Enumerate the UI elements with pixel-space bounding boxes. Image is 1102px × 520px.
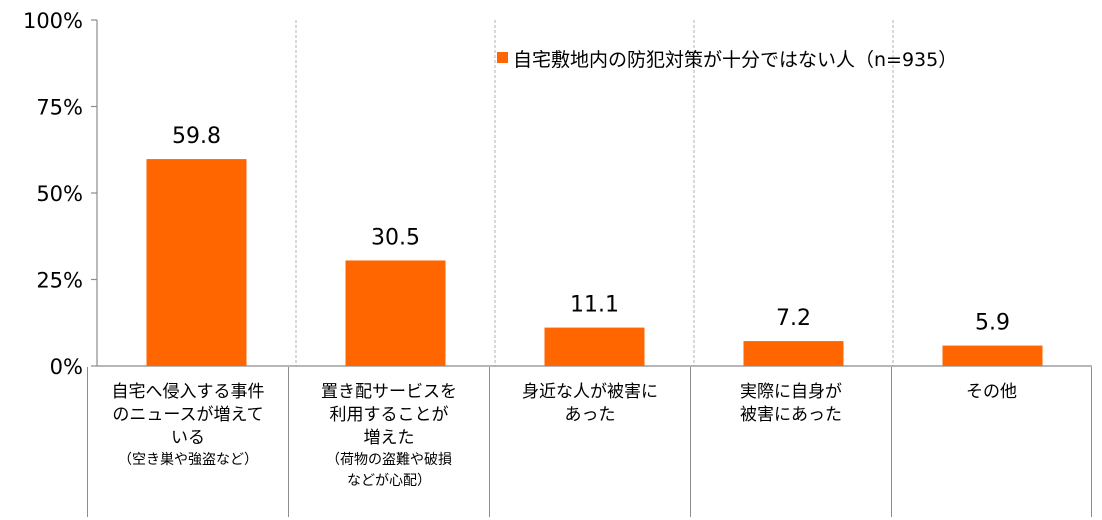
category-label: その他 xyxy=(892,367,1091,404)
y-tick-label: 50% xyxy=(36,182,83,206)
category-separators xyxy=(295,20,894,366)
bar xyxy=(942,345,1043,366)
category-label-line: あった xyxy=(564,405,616,425)
bar xyxy=(544,327,645,366)
category-note: などが心配） xyxy=(347,473,431,489)
bars xyxy=(146,159,1043,366)
bar xyxy=(345,260,446,366)
y-tick-label: 100% xyxy=(23,9,83,33)
category-label-line: 増えた xyxy=(363,428,415,448)
data-label: 7.2 xyxy=(776,306,811,331)
y-tick-label: 0% xyxy=(50,355,83,379)
category-cell: 置き配サービスを 利用することが 増えた （荷物の盗難や破損 などが心配） xyxy=(288,367,489,517)
category-label: 身近な人が被害に あった xyxy=(490,367,690,427)
data-label: 59.8 xyxy=(172,124,221,149)
category-label-line: いる xyxy=(171,428,205,448)
category-label: 置き配サービスを 利用することが 増えた xyxy=(289,367,489,450)
category-note: （荷物の盗難や破損 xyxy=(326,452,452,468)
category-label: 自宅へ侵入する事件 のニュースが増えて いる xyxy=(88,367,288,450)
bar xyxy=(743,341,844,366)
category-label-line: 自宅へ侵入する事件 xyxy=(111,382,265,402)
y-axis-ticks: 0% 25% 50% 75% 100% xyxy=(23,9,97,379)
bar xyxy=(146,159,247,366)
data-label: 5.9 xyxy=(975,311,1010,336)
category-cell: 実際に自身が 被害にあった xyxy=(690,367,891,517)
legend-swatch xyxy=(497,52,508,63)
data-labels: 59.8 30.5 11.1 7.2 5.9 xyxy=(172,124,1010,335)
category-label-line: その他 xyxy=(966,382,1017,402)
category-label: 実際に自身が 被害にあった xyxy=(691,367,891,427)
y-tick-label: 75% xyxy=(36,96,83,120)
category-label-line: 実際に自身が xyxy=(740,382,842,402)
data-label: 11.1 xyxy=(570,293,619,318)
category-label-line: のニュースが増えて xyxy=(112,405,264,425)
data-label: 30.5 xyxy=(371,225,420,250)
category-label-line: 被害にあった xyxy=(740,405,842,425)
category-label-line: 身近な人が被害に xyxy=(522,382,658,402)
category-label-line: 置き配サービスを xyxy=(321,382,457,402)
category-cell: 身近な人が被害に あった xyxy=(489,367,690,517)
y-tick-label: 25% xyxy=(36,269,83,293)
category-note: （空き巣や強盗など） xyxy=(118,452,258,468)
category-cell: その他 xyxy=(891,367,1092,517)
legend-label: 自宅敷地内の防犯対策が十分ではない人（n=935） xyxy=(513,49,957,71)
category-label-line: 利用することが xyxy=(329,405,449,425)
legend: 自宅敷地内の防犯対策が十分ではない人（n=935） xyxy=(497,49,957,71)
category-cell: 自宅へ侵入する事件 のニュースが増えて いる （空き巣や強盗など） xyxy=(87,367,288,517)
